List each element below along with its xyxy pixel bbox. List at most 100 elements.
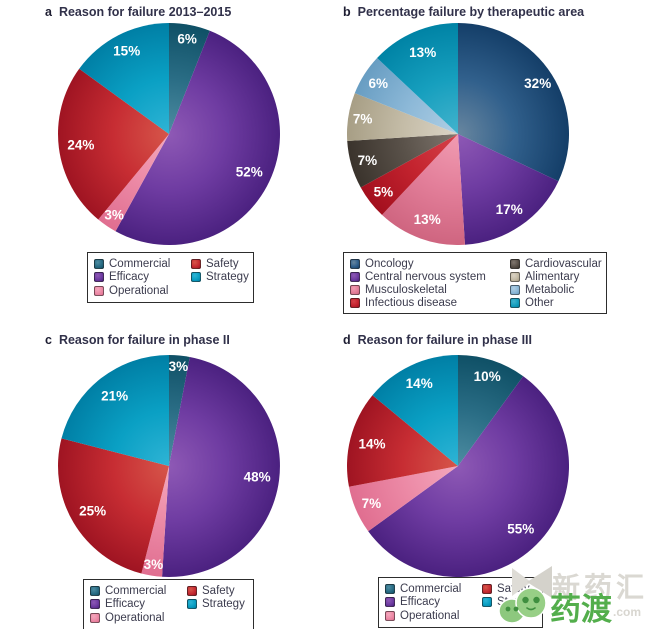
legend-column: Commercial Efficacy Operational (90, 584, 187, 625)
legend-item-efficacy: Efficacy (90, 598, 187, 612)
legend-item-safety: Safety (191, 257, 249, 271)
slice-label-oncology: 32% (524, 76, 551, 91)
pie-slice-musculoskeletal (382, 134, 465, 245)
pie-slice-other (377, 23, 458, 134)
slice-label-commercial: 3% (169, 359, 189, 374)
panel-a-letter: a (45, 5, 52, 19)
legend-column: Commercial Efficacy Operational (385, 582, 482, 623)
legend-item-commercial: Commercial (94, 257, 191, 271)
legend-swatch-commercial (90, 585, 100, 596)
pie-slice-infectious-disease (360, 134, 458, 215)
pie-slice-strategy (79, 23, 169, 134)
pie-slice-efficacy (368, 376, 569, 577)
legend-c: Commercial Efficacy Operational Safety Strat… (83, 579, 254, 629)
pie-slice-strategy (61, 355, 169, 466)
pie-slice-commercial (169, 355, 190, 466)
legend-swatch-safety (187, 585, 197, 596)
legend-label: Operational (400, 609, 460, 622)
slice-label-strategy: 15% (113, 43, 140, 58)
legend-swatch-strategy (187, 599, 197, 610)
pie-slice-metabolic (354, 58, 458, 134)
legend-label: Efficacy (400, 596, 441, 609)
legend-swatch-commercial (94, 258, 104, 269)
legend-item-strategy: Strategy (191, 271, 249, 285)
panel-c-title-text: Reason for failure in phase II (58, 333, 230, 347)
slice-label-efficacy: 55% (507, 521, 534, 536)
legend-item-alimentary: Alimentary (510, 270, 602, 283)
legend-label: Musculoskeletal (365, 283, 447, 296)
watermark: 新药汇 药渡 .com (478, 558, 659, 629)
legend-swatch-musculoskeletal (350, 284, 360, 295)
legend-label: Commercial (109, 257, 171, 270)
pie-slice-central-nervous-system (458, 134, 559, 245)
pie-slice-commercial (169, 23, 210, 134)
legend-label: Infectious disease (365, 296, 458, 309)
slice-label-cardiovascular: 7% (358, 153, 378, 168)
legend-b: Oncology Central nervous system Musculoske… (343, 252, 607, 314)
legend-swatch-operational (385, 610, 395, 621)
watermark-gray-logo-icon (512, 566, 552, 598)
legend-swatch-operational (94, 285, 104, 296)
slice-label-efficacy: 52% (236, 164, 263, 179)
legend-swatch-cardiovascular (510, 258, 520, 269)
legend-label: Other (525, 296, 554, 309)
legend-swatch-oncology (350, 258, 360, 269)
legend-label: Strategy (202, 598, 245, 611)
panel-c-title: c Reason for failure in phase II (45, 333, 230, 347)
slice-label-safety: 14% (358, 436, 385, 451)
slice-label-alimentary: 7% (353, 111, 373, 126)
legend-label: Efficacy (105, 598, 146, 611)
legend-swatch-central-nervous-system (350, 271, 360, 282)
legend-item-central-nervous-system: Central nervous system (350, 270, 510, 283)
legend-swatch-commercial (385, 583, 395, 594)
legend-item-operational: Operational (94, 284, 191, 298)
watermark-green-text: 药渡 (550, 592, 612, 627)
panel-d-title: d Reason for failure in phase III (343, 333, 532, 347)
pie-slice-efficacy (162, 356, 280, 577)
pie-chart-b: 32% 17% 13% 5% 7% 7% 6% 13% (347, 23, 569, 245)
legend-item-cardiovascular: Cardiovascular (510, 257, 602, 270)
legend-label: Operational (109, 284, 169, 297)
pie-chart-d: 10% 55% 7% 14% 14% (347, 355, 569, 577)
slice-label-operational: 3% (104, 207, 124, 222)
slice-label-efficacy: 48% (244, 470, 271, 485)
pie-slice-alimentary (347, 93, 458, 141)
watermark-green-mascot-icon (498, 587, 547, 624)
legend-swatch-safety (482, 583, 492, 594)
legend-item-metabolic: Metabolic (510, 283, 602, 296)
slice-label-central-nervous-system: 17% (496, 202, 523, 217)
panel-d-title-text: Reason for failure in phase III (357, 333, 532, 347)
legend-swatch-infectious-disease (350, 297, 360, 308)
legend-item-operational: Operational (90, 611, 187, 625)
legend-swatch-safety (191, 258, 201, 269)
slice-label-operational: 3% (144, 557, 164, 572)
legend-a: Commercial Efficacy Operational Safety Strat… (87, 252, 254, 303)
pie-slice-commercial (458, 355, 524, 466)
pie-slice-operational (348, 466, 458, 532)
panel-b-title: b Percentage failure by therapeutic area (343, 5, 584, 19)
legend-column: Cardiovascular Alimentary Metabolic Other (510, 257, 602, 309)
slice-label-infectious-disease: 5% (374, 184, 394, 199)
legend-column: Commercial Efficacy Operational (94, 257, 191, 298)
pie-slice-operational (141, 466, 169, 577)
pie-chart-c: 3% 48% 3% 25% 21% (58, 355, 280, 577)
legend-item-strategy: Strategy (187, 598, 245, 612)
legend-swatch-efficacy (385, 597, 395, 608)
legend-label: Safety (206, 257, 239, 270)
pie-slice-safety (347, 395, 458, 487)
slice-label-safety: 24% (67, 138, 94, 153)
legend-swatch-efficacy (90, 599, 100, 610)
pie-slice-safety (58, 438, 169, 574)
legend-swatch-strategy (191, 272, 201, 283)
legend-item-operational: Operational (385, 609, 482, 623)
legend-swatch-metabolic (510, 284, 520, 295)
legend-label: Efficacy (109, 271, 150, 284)
legend-swatch-efficacy (94, 272, 104, 283)
slice-label-commercial: 10% (474, 369, 501, 384)
legend-item-musculoskeletal: Musculoskeletal (350, 283, 510, 296)
panel-d-letter: d (343, 333, 351, 347)
legend-label: Strategy (206, 271, 249, 284)
